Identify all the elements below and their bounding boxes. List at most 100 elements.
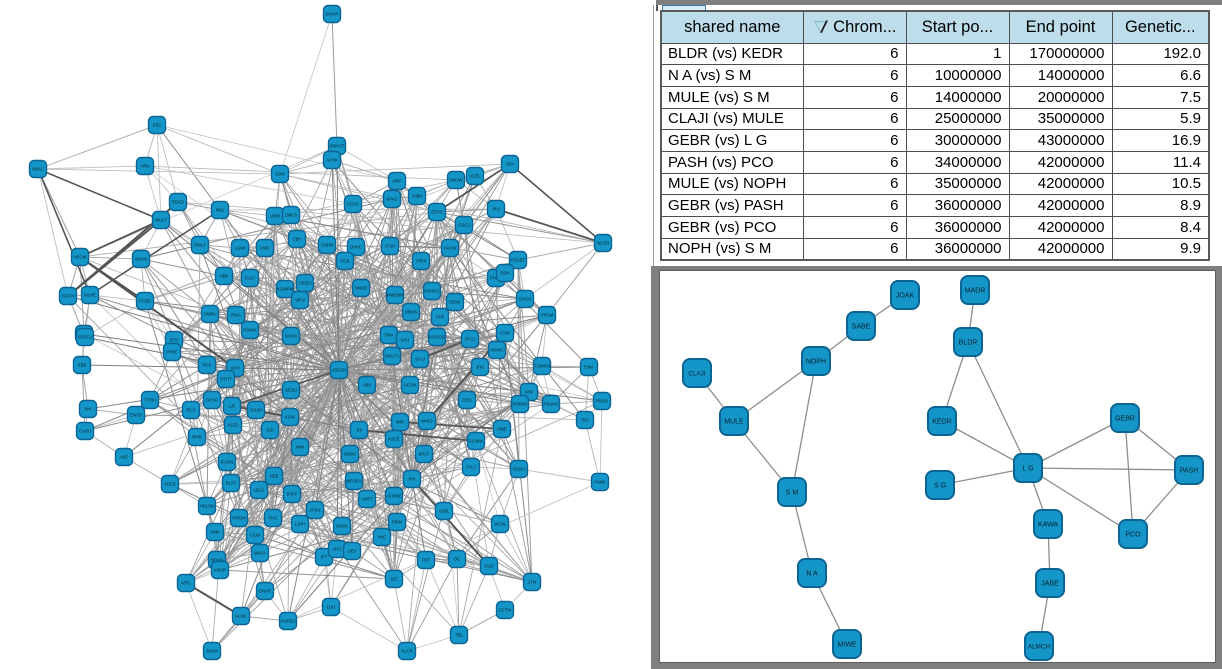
svg-text:CHDM: CHDM	[321, 243, 334, 248]
svg-text:HBK: HBK	[220, 274, 229, 279]
svg-text:BNAR: BNAR	[259, 589, 271, 594]
svg-text:GOKK: GOKK	[336, 524, 348, 529]
svg-text:RCF: RCF	[203, 363, 212, 368]
svg-text:AMTT: AMTT	[361, 497, 373, 502]
svg-text:CLAJI: CLAJI	[688, 370, 705, 377]
svg-text:MFOEU: MFOEU	[346, 479, 361, 484]
svg-text:NNOB: NNOB	[355, 286, 367, 291]
svg-text:GLNC: GLNC	[235, 614, 247, 619]
svg-text:OEIEH: OEIEH	[298, 281, 311, 286]
svg-text:PAMK: PAMK	[594, 480, 606, 485]
svg-text:INIC: INIC	[378, 535, 386, 540]
svg-text:WUKC: WUKC	[491, 348, 504, 353]
svg-text:RNSO: RNSO	[596, 399, 609, 404]
svg-text:ALMCH: ALMCH	[1028, 643, 1050, 650]
svg-text:HACW: HACW	[444, 246, 457, 251]
svg-text:PHG: PHG	[268, 516, 277, 521]
svg-text:POI: POI	[581, 418, 588, 423]
svg-text:N A: N A	[806, 570, 818, 577]
svg-text:HDLSN: HDLSN	[200, 504, 214, 509]
svg-text:OIL: OIL	[454, 557, 461, 562]
svg-text:MIWE: MIWE	[837, 641, 856, 648]
svg-text:JHI: JHI	[356, 428, 362, 433]
svg-text:OEO: OEO	[462, 398, 472, 403]
svg-text:DWJW: DWJW	[449, 178, 462, 183]
svg-text:GCNNK: GCNNK	[468, 439, 483, 444]
svg-text:IRU: IRU	[492, 207, 499, 212]
svg-text:ASJD: ASJD	[228, 423, 239, 428]
svg-text:KEDR: KEDR	[932, 418, 951, 425]
svg-text:BUCN: BUCN	[285, 334, 297, 339]
svg-text:TTRKI: TTRKI	[144, 398, 156, 403]
svg-text:MADR: MADR	[965, 287, 986, 294]
svg-text:WWDBM: WWDBM	[386, 293, 404, 298]
svg-text:UCON: UCON	[404, 383, 416, 388]
svg-text:L G: L G	[1022, 465, 1033, 472]
svg-text:SEIJU: SEIJU	[285, 388, 297, 393]
svg-text:PGSET: PGSET	[511, 258, 526, 263]
svg-text:RISA: RISA	[231, 313, 241, 318]
svg-text:SRA: SRA	[506, 162, 515, 167]
svg-text:JHG: JHG	[476, 365, 484, 370]
svg-text:DHHC: DHHC	[350, 245, 362, 250]
svg-text:RSUKO: RSUKO	[544, 402, 560, 407]
svg-text:FMA: FMA	[385, 333, 394, 338]
svg-text:MDL: MDL	[216, 208, 226, 213]
svg-text:AHG: AHG	[332, 547, 341, 552]
svg-text:SJUW: SJUW	[250, 408, 262, 413]
svg-text:KAWA: KAWA	[1038, 521, 1058, 528]
svg-text:ATSH: ATSH	[385, 244, 396, 249]
svg-text:KGW: KGW	[285, 415, 295, 420]
svg-text:DCSG: DCSG	[206, 398, 218, 403]
svg-text:PFCJ: PFCJ	[465, 337, 475, 342]
svg-text:SNHOT: SNHOT	[330, 144, 345, 149]
svg-text:BDUN: BDUN	[211, 558, 223, 563]
svg-text:FBIM: FBIM	[392, 520, 403, 525]
svg-text:IDD: IDD	[266, 428, 273, 433]
svg-text:LJF: LJF	[229, 404, 236, 409]
svg-text:TGMPM: TGMPM	[534, 364, 550, 369]
svg-text:EHFF: EHFF	[287, 492, 298, 497]
svg-text:CCPC: CCPC	[347, 202, 359, 207]
svg-text:S M: S M	[786, 489, 799, 496]
svg-text:AIRF: AIRF	[392, 179, 402, 184]
svg-text:NHF: NHF	[525, 390, 534, 395]
svg-text:LJHH: LJHH	[295, 522, 305, 527]
svg-text:UWF: UWF	[260, 246, 270, 251]
svg-text:SAJJ: SAJJ	[415, 357, 425, 362]
svg-text:OWLF: OWLF	[194, 243, 207, 248]
svg-text:LGIW: LGIW	[235, 246, 246, 251]
svg-text:NTU: NTU	[401, 338, 410, 343]
svg-text:JHBH: JHBH	[412, 194, 423, 199]
svg-text:TBL: TBL	[455, 633, 463, 638]
svg-text:DMCS: DMCS	[285, 213, 298, 218]
svg-text:DSC: DSC	[153, 123, 162, 128]
svg-text:OENF: OENF	[449, 300, 461, 305]
svg-text:WULT: WULT	[155, 218, 167, 223]
svg-text:WLOR: WLOR	[597, 241, 610, 246]
svg-text:EEPS: EEPS	[431, 210, 442, 215]
svg-text:KSCE: KSCE	[388, 437, 400, 442]
svg-text:WNI: WNI	[296, 445, 304, 450]
svg-text:AFKN: AFKN	[309, 508, 320, 513]
svg-text:PPGM: PPGM	[541, 313, 554, 318]
svg-text:KDHGG: KDHGG	[424, 289, 439, 294]
svg-text:IFT: IFT	[321, 555, 328, 560]
svg-text:SPEGJ: SPEGJ	[78, 335, 92, 340]
svg-text:ACWNE: ACWNE	[386, 494, 402, 499]
svg-text:MLHE: MLHE	[84, 293, 96, 298]
svg-text:BLDR: BLDR	[959, 339, 978, 346]
svg-text:MTG: MTG	[181, 581, 190, 586]
svg-text:S G: S G	[934, 482, 946, 489]
svg-text:ONBG: ONBG	[344, 452, 356, 457]
svg-text:GMK: GMK	[210, 530, 220, 535]
svg-text:GEBR: GEBR	[1115, 415, 1135, 422]
svg-text:KNUR: KNUR	[214, 568, 226, 573]
svg-text:ICGT: ICGT	[245, 276, 255, 281]
svg-text:WHIO: WHIO	[421, 419, 433, 424]
svg-text:JSEGN: JSEGN	[332, 368, 346, 373]
svg-text:MSKA: MSKA	[254, 551, 266, 556]
svg-text:SGW: SGW	[275, 172, 285, 177]
svg-text:EGKD: EGKD	[172, 200, 184, 205]
svg-text:EWA: EWA	[584, 365, 594, 370]
